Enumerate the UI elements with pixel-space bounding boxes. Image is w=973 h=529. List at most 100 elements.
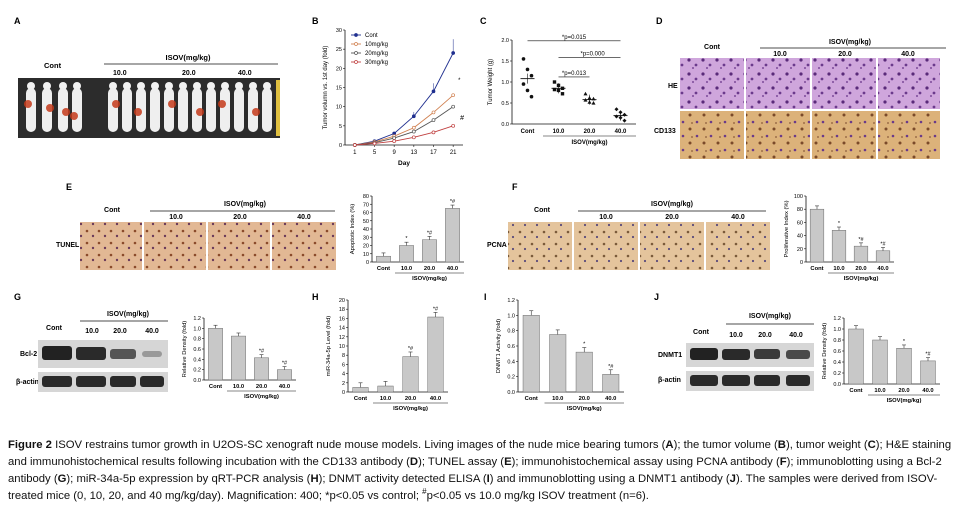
y-tick-label: 10 [339,344,345,350]
dose-label: 20.0 [838,51,852,58]
panel-d: D Cont ISOV(mg/kg) 10.0 20.0 40.0 HE CD1… [654,16,946,159]
bar [575,351,593,393]
y-tick-label: 10 [363,252,369,258]
y-tick-label: 0.8 [193,337,201,343]
mouse-head [151,82,159,90]
panel-letter: E [66,182,72,192]
mouse-head [137,82,145,90]
y-axis-label: DNMT1 Activity (fold) [496,319,502,374]
y-tick-label: 1.0 [193,326,201,332]
x-axis-label: ISOV(mg/kg) [567,406,602,412]
y-tick-label: 0.8 [833,338,841,344]
bar [853,245,869,263]
x-tick-label: Cont [354,396,367,402]
blot-band [76,347,106,360]
x-axis-label: ISOV(mg/kg) [393,406,428,412]
y-tick-label: 8 [342,353,345,359]
x-tick-label: 40.0 [430,396,441,402]
y-tick-label: 60 [363,211,369,217]
mouse-head [27,82,35,90]
y-tick-label: 20 [797,247,803,253]
panel-letter: A [14,16,21,26]
tumor-fluorescence-icon [252,108,260,116]
mouse-head [109,82,117,90]
significance-mark: *# [880,241,886,247]
caption-text: ); DNMT activity detected ELISA ( [318,473,487,485]
y-tick-label: 0.6 [507,344,515,350]
data-point [451,123,456,128]
caption-text: ) and immunoblotting using a DNMT1 antib… [489,473,730,485]
bar [208,328,223,381]
bar [376,255,391,263]
y-axis-label: Tumor Weight (g) [488,59,494,105]
x-tick-label: 40.0 [605,396,616,402]
caption-ref: A [665,439,674,451]
row-label: Bcl-2 [20,351,37,358]
dose-label: 20.0 [113,328,127,335]
bar [399,245,414,263]
x-tick-label: 10.0 [233,384,244,390]
legend-label: 20mg/kg [365,51,388,57]
tumor-fluorescence-icon [218,100,226,108]
data-point [521,82,526,86]
y-tick-label: 50 [363,219,369,225]
significance-mark: *# [433,306,439,312]
y-tick-label: 2 [342,381,345,387]
y-tick-label: 20 [339,298,345,304]
panel-letter: G [14,292,21,302]
cont-label: Cont [704,44,721,51]
pcna-micrograph [640,222,704,270]
pcna-micrograph [706,222,770,270]
caption-ref: B [777,439,786,451]
caption-hash: # [422,487,427,497]
dose-label: 10.0 [169,214,183,221]
caption-text: ); immunohistochemical assay using PCNA … [511,456,780,468]
y-tick-label: 14 [339,326,345,332]
y-tick-label: 0.2 [193,368,201,374]
he-micrograph [746,58,810,109]
caption-text: ); miR-34a-5p expression by qRT-PCR anal… [66,473,311,485]
data-point [411,125,416,130]
mouse-body [122,88,132,132]
y-axis-label: Proliferative Index (%) [784,200,790,257]
chart-h: 0 2 4 6 8 10 12 14 16 18 20 Cont 10.0 *# 20.0 *# 40.0ISO… [326,298,448,412]
y-tick-label: 15 [336,86,342,92]
bar [352,387,369,393]
data-point [431,130,436,135]
panel-h: H 0 2 4 6 8 10 12 14 16 18 20 Cont 10.0 *# 20.0 *# 40.0I… [312,292,448,412]
cd133-micrograph [878,111,940,159]
mouse-body [164,88,174,132]
tumor-fluorescence-icon [196,108,204,116]
x-tick-label: 40.0 [922,388,933,394]
y-tick-label: 0.0 [501,122,509,128]
x-tick-label: 20.0 [579,396,590,402]
panel-f: F Cont ISOV(mg/kg) 10.0 20.0 40.0 PCNA 0… [487,182,894,282]
chart-c: 0.0 0.5 1.0 1.5 2.0 Cont 10.0 20.0 40.0 ISOV(mg/k… [488,35,636,146]
bar [848,328,864,385]
panel-g: G Cont ISOV(mg/kg) 10.0 20.0 40.0 Bcl-2 … [14,292,296,400]
y-tick-label: 4 [342,372,345,378]
series-line [354,106,454,146]
y-tick-label: 100 [794,194,803,200]
he-micrograph [878,58,940,109]
x-tick-label: 20.0 [584,129,596,135]
mouse-head [221,82,229,90]
panel-a: A Cont ISOV(mg/kg) 10.0 20.0 40.0 [14,16,280,138]
data-point [451,104,456,109]
y-tick-label: 0.8 [507,329,515,335]
mouse-body [262,88,272,132]
y-tick-label: 2.0 [501,38,509,44]
chart-e: 0 10 20 30 40 50 60 70 80 Cont * 10.0 *# 20.0 *# 40.0IS… [350,194,464,282]
significance-mark: *# [282,361,288,367]
panel-letter: H [312,292,319,302]
x-axis-label: Day [398,160,410,167]
bar [809,208,825,263]
y-tick-label: 1.2 [833,316,841,322]
bar [602,374,620,393]
dose-label: 10.0 [773,51,787,58]
bar [831,230,847,263]
row-label: PCNA [487,242,507,249]
mouse-body [178,88,188,132]
y-tick-label: 0.2 [507,375,515,381]
